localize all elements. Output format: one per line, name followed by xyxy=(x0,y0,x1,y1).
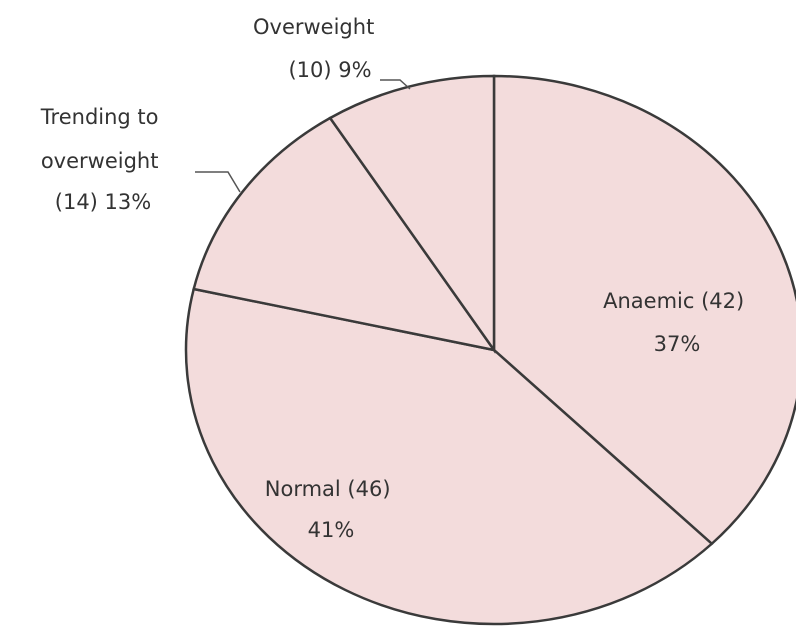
label-trending-line-1: Trending to xyxy=(40,105,159,129)
label-anaemic-line-2: 37% xyxy=(654,332,701,356)
label-trending-line-2: overweight xyxy=(41,149,159,173)
label-trending: Trending to overweight (14) 13% xyxy=(40,105,165,214)
pie-slices xyxy=(184,74,796,626)
slice-trending-to-overweight xyxy=(192,116,497,352)
label-anaemic-line-1: Anaemic (42) xyxy=(603,289,744,313)
label-leaders xyxy=(195,79,411,193)
label-normal-line-1: Normal (46) xyxy=(265,477,391,501)
slice-labels: Anaemic (42) 37% Normal (46) 41% Trendin… xyxy=(40,15,751,542)
label-normal-line-2: 41% xyxy=(308,518,355,542)
label-trending-line-3: (14) 13% xyxy=(55,190,151,214)
slice-normal xyxy=(184,287,714,626)
label-overweight: Overweight (10) 9% xyxy=(253,15,381,82)
leader-line-overweight xyxy=(380,79,411,90)
label-overweight-line-2: (10) 9% xyxy=(288,58,371,82)
label-normal: Normal (46) 41% xyxy=(265,477,397,542)
slice-anaemic xyxy=(492,74,796,546)
leader-line-trending xyxy=(195,171,241,193)
slice-overweight xyxy=(328,74,496,354)
label-overweight-line-1: Overweight xyxy=(253,15,374,39)
label-anaemic: Anaemic (42) 37% xyxy=(603,289,751,356)
